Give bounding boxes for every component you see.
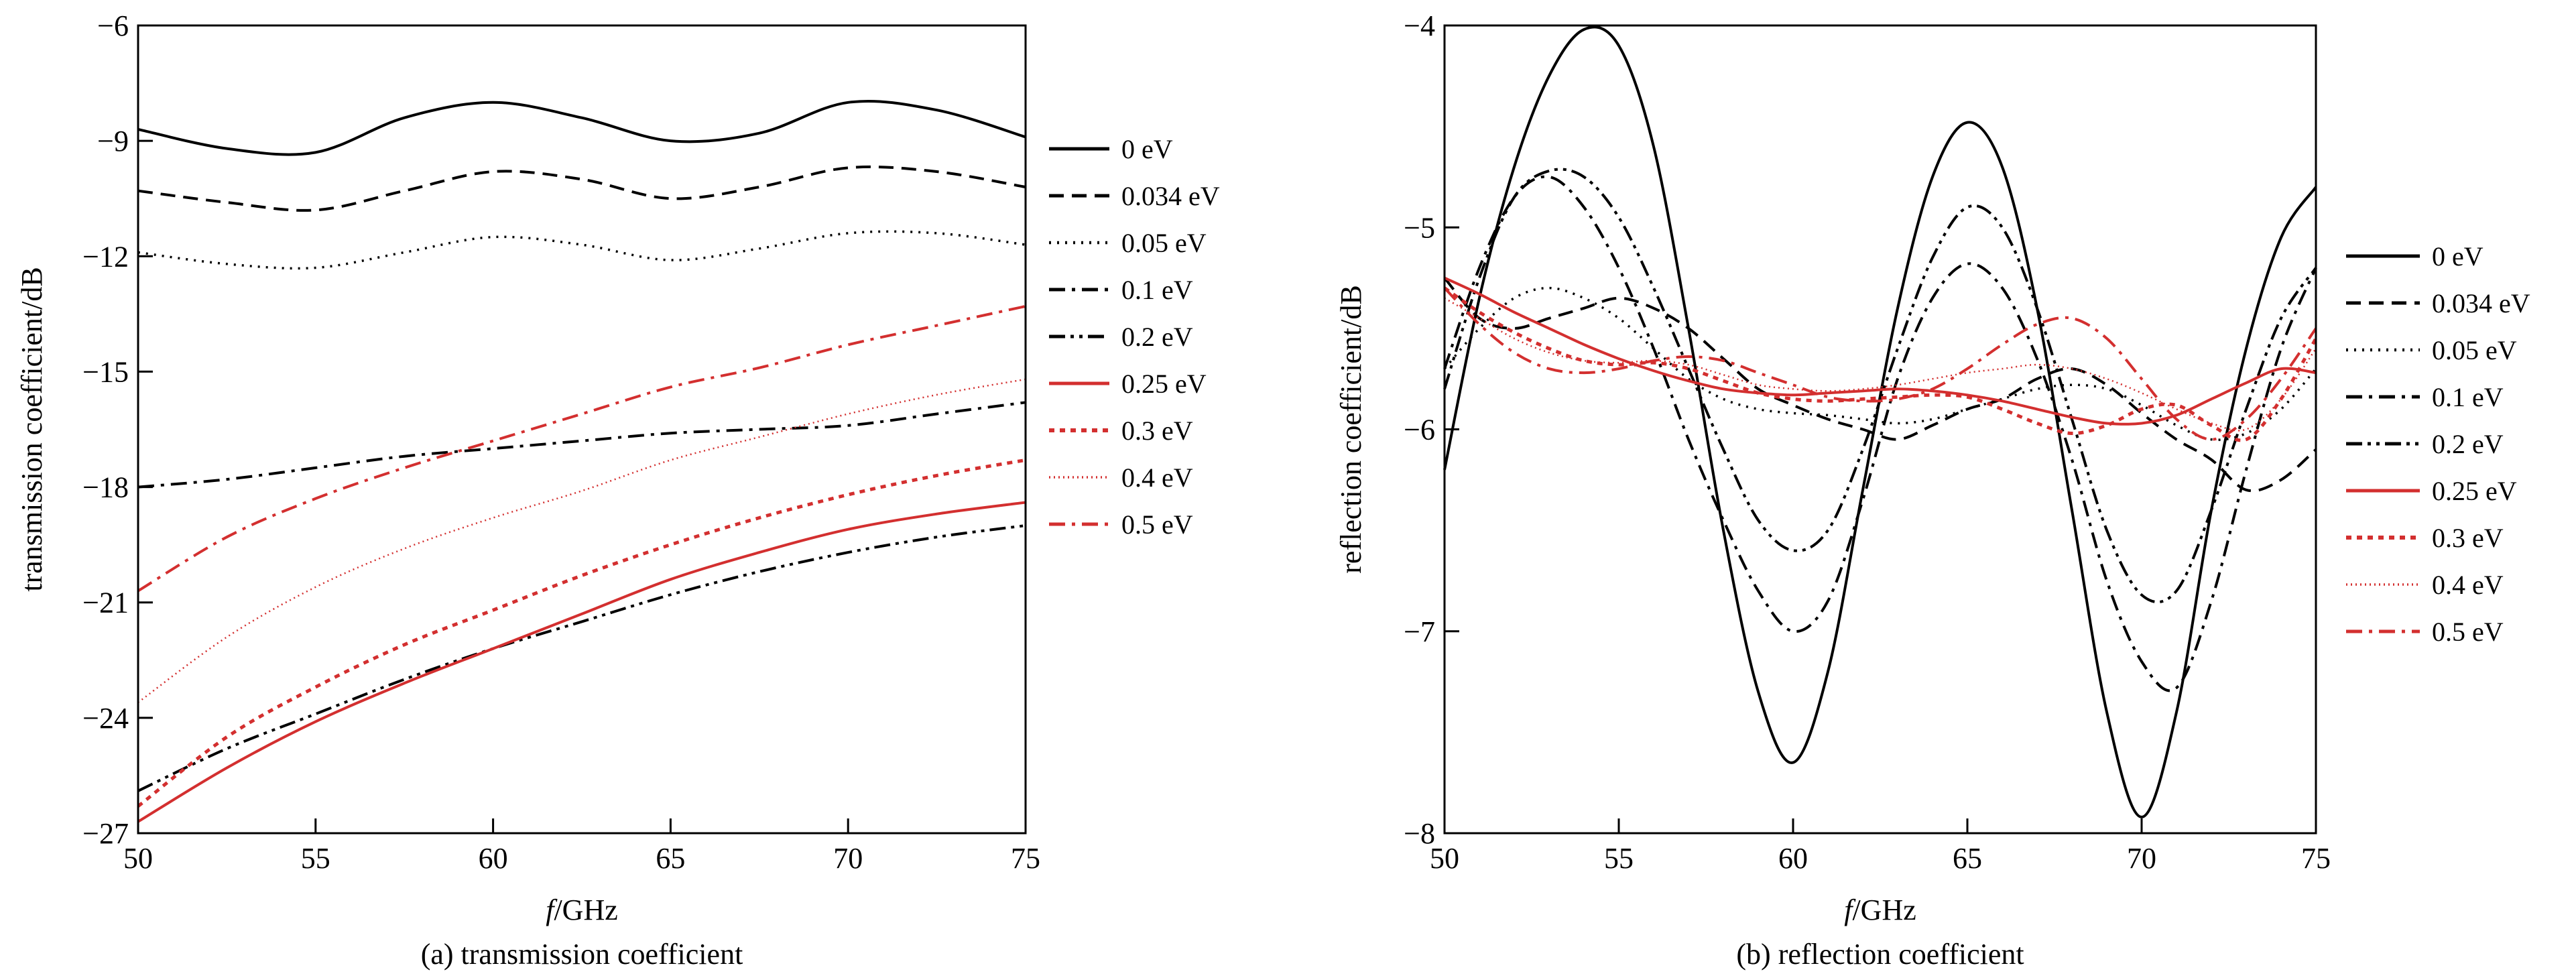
x-tick-label: 65 bbox=[1953, 842, 1982, 875]
panel-caption: (b) reflection coefficient bbox=[1736, 938, 2024, 971]
legend: 0 eV 0.034 eV 0.05 eV 0.1 eV 0.2 eV 0.25 eV 0.… bbox=[2346, 241, 2530, 647]
x-tick-label: 70 bbox=[833, 842, 863, 875]
x-axis-label-unit: /GHz bbox=[554, 894, 617, 926]
x-tick-label: 70 bbox=[2127, 842, 2156, 875]
y-tick-label: −9 bbox=[97, 125, 129, 158]
y-tick-label: −18 bbox=[82, 471, 129, 504]
series-line bbox=[137, 378, 1026, 703]
y-tick-label: −24 bbox=[82, 702, 129, 735]
series-group bbox=[137, 99, 1026, 823]
plot-frame bbox=[137, 24, 1027, 835]
legend-label: 0.3 eV bbox=[1121, 416, 1193, 446]
y-tick-label: −4 bbox=[1404, 9, 1435, 42]
legend-label: 0 eV bbox=[1121, 134, 1173, 164]
series-line bbox=[137, 524, 1026, 792]
y-axis-ticks: −27 −24 −21 −18 −15 −12 −9 −6 bbox=[82, 9, 153, 850]
series-line bbox=[137, 230, 1026, 270]
y-tick-label: −5 bbox=[1404, 211, 1435, 244]
series-line bbox=[137, 401, 1026, 489]
legend-label: 0.5 eV bbox=[2432, 617, 2504, 647]
x-tick-label: 55 bbox=[1604, 842, 1634, 875]
x-tick-label: 60 bbox=[1778, 842, 1808, 875]
y-tick-label: −12 bbox=[82, 240, 129, 273]
panel-b-reflection-chart: 50 55 60 65 70 75 −8 −7 −6 −5 −4 f/GHz reflection… bbox=[1335, 9, 2530, 971]
legend-label: 0.2 eV bbox=[1121, 322, 1193, 352]
x-tick-label: 50 bbox=[123, 842, 153, 875]
x-tick-label: 75 bbox=[1011, 842, 1040, 875]
legend-label: 0.1 eV bbox=[2432, 382, 2504, 412]
legend-label: 0.3 eV bbox=[2432, 523, 2504, 553]
legend-label: 0.05 eV bbox=[2432, 335, 2517, 365]
series-line bbox=[1443, 286, 2317, 441]
y-tick-label: −6 bbox=[97, 9, 129, 42]
series-line bbox=[1443, 286, 2318, 442]
y-tick-label: −27 bbox=[82, 817, 129, 850]
legend: 0 eV 0.034 eV 0.05 eV 0.1 eV 0.2 eV 0.25 eV 0.… bbox=[1049, 134, 1220, 540]
y-axis-label: transmission coefficient/dB bbox=[15, 267, 48, 591]
panel-a-transmission-chart: 50 55 60 65 70 75 −27 −24 −21 −18 −15 −12 −9 −6 f/GH… bbox=[15, 9, 1220, 971]
x-tick-label: 60 bbox=[479, 842, 508, 875]
series-line bbox=[137, 501, 1026, 823]
y-axis-label: reflection coefficient/dB bbox=[1335, 285, 1367, 573]
series-line bbox=[137, 304, 1026, 593]
legend-label: 0.4 eV bbox=[1121, 463, 1193, 493]
legend-label: 0.034 eV bbox=[2432, 288, 2530, 318]
legend-label: 0.05 eV bbox=[1121, 228, 1207, 258]
legend-label: 0.1 eV bbox=[1121, 275, 1193, 305]
series-line bbox=[137, 165, 1026, 212]
legend-label: 0.4 eV bbox=[2432, 570, 2504, 600]
x-axis-label: f/GHz bbox=[1844, 894, 1916, 926]
series-group bbox=[1443, 25, 2318, 818]
y-tick-label: −21 bbox=[82, 587, 129, 619]
y-tick-label: −8 bbox=[1404, 817, 1435, 850]
x-tick-label: 55 bbox=[301, 842, 330, 875]
x-tick-label: 50 bbox=[1430, 842, 1459, 875]
series-line bbox=[1444, 297, 2317, 432]
legend-label: 0.2 eV bbox=[2432, 429, 2504, 459]
x-axis-label: f/GHz bbox=[546, 894, 618, 926]
legend-label: 0.5 eV bbox=[1121, 509, 1193, 540]
panel-caption: (a) transmission coefficient bbox=[421, 938, 743, 971]
series-line bbox=[1443, 25, 2317, 818]
plot-frame bbox=[1443, 24, 2317, 835]
x-tick-label: 65 bbox=[656, 842, 685, 875]
y-tick-label: −15 bbox=[82, 355, 129, 388]
x-axis-label-unit: /GHz bbox=[1852, 894, 1916, 926]
x-axis-ticks: 50 55 60 65 70 75 bbox=[1430, 818, 2331, 875]
legend-label: 0.25 eV bbox=[1121, 369, 1207, 399]
y-tick-label: −7 bbox=[1404, 615, 1435, 648]
legend-label: 0.034 eV bbox=[1121, 181, 1220, 211]
series-line bbox=[1443, 168, 2317, 604]
series-line bbox=[1443, 175, 2317, 692]
y-axis-ticks: −8 −7 −6 −5 −4 bbox=[1404, 9, 1459, 850]
series-line bbox=[1443, 277, 2317, 493]
legend-label: 0 eV bbox=[2432, 241, 2483, 271]
y-tick-label: −6 bbox=[1404, 414, 1435, 446]
x-tick-label: 75 bbox=[2301, 842, 2331, 875]
series-line bbox=[137, 99, 1026, 156]
series-line bbox=[1443, 287, 2317, 441]
legend-label: 0.25 eV bbox=[2432, 476, 2517, 506]
series-line bbox=[137, 458, 1026, 808]
x-axis-ticks: 50 55 60 65 70 75 bbox=[123, 818, 1040, 875]
